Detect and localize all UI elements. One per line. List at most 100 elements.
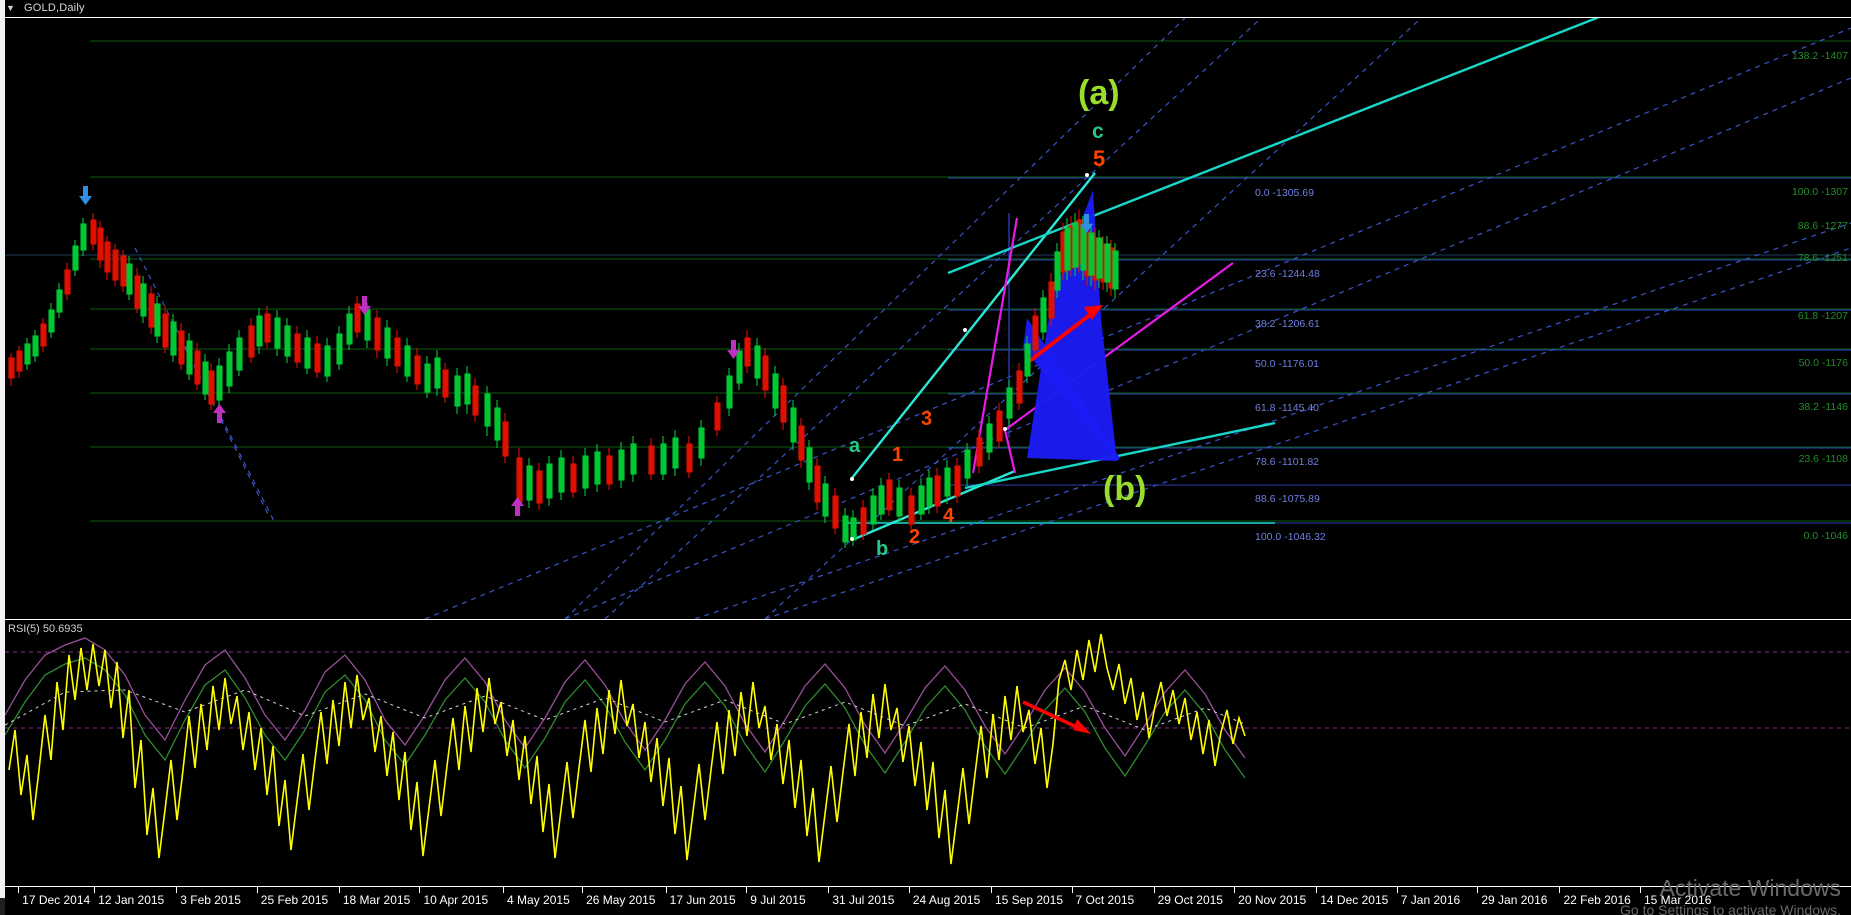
chart-title: GOLD,Daily bbox=[23, 2, 85, 14]
date-label: 20 Nov 2015 bbox=[1238, 893, 1307, 907]
date-label: 17 Dec 2014 bbox=[22, 893, 91, 907]
date-label: 17 Jun 2015 bbox=[669, 893, 736, 907]
date-label: 9 Jul 2015 bbox=[750, 893, 806, 907]
fib-level-label-left: 78.6 -1101.82 bbox=[1255, 456, 1320, 468]
fib-level-label-left: 38.2 -1206.61 bbox=[1255, 318, 1320, 330]
fib-level-label-right: 100.0 -1307 bbox=[1791, 186, 1848, 198]
wave-label-a: a bbox=[849, 435, 861, 457]
date-tick bbox=[1071, 887, 1073, 893]
date-label: 15 Sep 2015 bbox=[994, 893, 1064, 907]
wave-label-2: 2 bbox=[909, 526, 921, 548]
fib-level-label-left: 88.6 -1075.89 bbox=[1255, 493, 1320, 505]
cyan-trendlines-secondary bbox=[947, 18, 1600, 490]
rsi-band-lower bbox=[5, 657, 1246, 779]
date-tick bbox=[1640, 887, 1641, 893]
wave-label-a-major: (a) bbox=[1078, 74, 1120, 112]
x-axis-strip[interactable]: 17 Dec 2014 12 Jan 2015 3 Feb 2015 25 Feb 2… bbox=[0, 887, 1851, 915]
candlestick-series bbox=[8, 210, 1119, 548]
date-tick bbox=[419, 887, 421, 893]
date-tick bbox=[1234, 887, 1236, 893]
date-tick bbox=[828, 887, 830, 893]
fib-level-label-right: 88.6 -1277 bbox=[1797, 220, 1848, 232]
date-label: 25 Feb 2015 bbox=[260, 893, 329, 907]
date-tick bbox=[1559, 887, 1561, 893]
point-markers bbox=[850, 173, 1089, 541]
rsi-chart-svg bbox=[5, 633, 1851, 865]
date-label: 15 Mar 2016 bbox=[1644, 893, 1712, 907]
date-label: 7 Oct 2015 bbox=[1075, 893, 1135, 907]
wave-label-b-major: (b) bbox=[1103, 470, 1147, 508]
window-left-rail[interactable] bbox=[0, 0, 5, 915]
date-tick bbox=[503, 887, 505, 893]
date-label: 10 Apr 2015 bbox=[423, 893, 489, 907]
fib-level-label-right: 23.6 -1108 bbox=[1798, 453, 1848, 465]
fib-horizontals-green-left bbox=[90, 40, 1851, 522]
fib-level-label-right: 78.6 -1251 bbox=[1797, 252, 1848, 264]
fractal-arrows bbox=[79, 186, 1093, 516]
wave-label-1: 1 bbox=[892, 444, 904, 466]
rsi-main-line bbox=[8, 633, 1246, 865]
fib-level-label-right: 38.2 -1146 bbox=[1798, 401, 1848, 413]
rsi-band-upper bbox=[5, 637, 1246, 759]
blue-wedge-shape-lower bbox=[1023, 318, 1120, 461]
date-label: 29 Oct 2015 bbox=[1157, 893, 1223, 907]
scrollbar-thumb[interactable] bbox=[0, 0, 5, 898]
titlebar-divider bbox=[5, 17, 1851, 18]
date-tick bbox=[338, 887, 340, 893]
date-label: 24 Aug 2015 bbox=[912, 893, 981, 907]
rsi-pane[interactable]: RSI(5) 50.6935 bbox=[5, 620, 1851, 885]
chevron-down-icon[interactable]: ▼ bbox=[6, 3, 15, 13]
date-label: 3 Feb 2015 bbox=[180, 893, 241, 907]
date-tick bbox=[665, 887, 667, 893]
date-tick bbox=[1396, 887, 1398, 893]
wave-label-4: 4 bbox=[943, 505, 955, 527]
date-tick bbox=[176, 887, 178, 893]
date-label: 18 Mar 2015 bbox=[342, 893, 411, 907]
date-label: 26 May 2015 bbox=[586, 893, 656, 907]
date-tick bbox=[990, 887, 992, 893]
extra-horizontals bbox=[5, 254, 1851, 524]
rsi-red-arrow-down bbox=[1022, 700, 1091, 734]
fib-level-label-right: 0.0 -1046 bbox=[1803, 530, 1848, 542]
date-label: 14 Dec 2015 bbox=[1320, 893, 1389, 907]
date-tick bbox=[94, 887, 96, 893]
rsi-level-bands bbox=[5, 651, 1851, 729]
rsi-indicator-label: RSI(5) 50.6935 bbox=[8, 623, 83, 635]
price-pane[interactable]: (a) c 5 3 1 a 4 2 b (b) 0.0 -1305.69 23.6 -1244.48… bbox=[5, 18, 1851, 619]
fib-level-label-left: 61.8 -1145.40 bbox=[1255, 402, 1320, 414]
fib-level-label-right: 50.0 -1176 bbox=[1798, 357, 1848, 369]
date-tick bbox=[1153, 887, 1155, 893]
wave-label-b: b bbox=[876, 538, 889, 560]
wave-label-5: 5 bbox=[1093, 146, 1106, 171]
chart-titlebar: ▼ GOLD,Daily bbox=[0, 0, 1851, 17]
fib-level-label-right: 61.8 -1207 bbox=[1797, 310, 1848, 322]
fib-level-label-left: 0.0 -1305.69 bbox=[1255, 187, 1314, 199]
fib-level-label-right: 138.2 -1407 bbox=[1791, 50, 1848, 62]
date-tick bbox=[18, 887, 20, 893]
date-label: 7 Jan 2016 bbox=[1400, 893, 1461, 907]
activate-windows-subtitle: Go to Settings to activate Windows. bbox=[1620, 902, 1841, 915]
pane-separator bbox=[5, 619, 1851, 620]
wave-label-3: 3 bbox=[921, 408, 933, 430]
fib-level-label-left: 100.0 -1046.32 bbox=[1255, 531, 1326, 543]
x-axis-line bbox=[5, 886, 1851, 887]
date-tick bbox=[1316, 887, 1318, 893]
date-tick bbox=[908, 887, 910, 893]
red-arrow-up bbox=[1025, 305, 1103, 365]
date-tick bbox=[256, 887, 258, 893]
date-label: 22 Feb 2016 bbox=[1563, 893, 1631, 907]
date-tick bbox=[582, 887, 584, 893]
fib-level-label-left: 50.0 -1176.01 bbox=[1255, 358, 1320, 370]
wave-label-c: c bbox=[1092, 120, 1104, 143]
price-chart-svg bbox=[5, 18, 1851, 619]
fib-level-label-left: 23.6 -1244.48 bbox=[1255, 268, 1320, 280]
dashed-channel-lines bbox=[134, 18, 1851, 619]
date-label: 4 May 2015 bbox=[507, 893, 570, 907]
date-tick bbox=[746, 887, 748, 893]
date-tick bbox=[1477, 887, 1479, 893]
date-label: 31 Jul 2015 bbox=[832, 893, 895, 907]
date-label: 29 Jan 2016 bbox=[1481, 893, 1548, 907]
activate-windows-title: Activate Windows bbox=[1659, 875, 1841, 901]
date-label: 12 Jan 2015 bbox=[98, 893, 165, 907]
